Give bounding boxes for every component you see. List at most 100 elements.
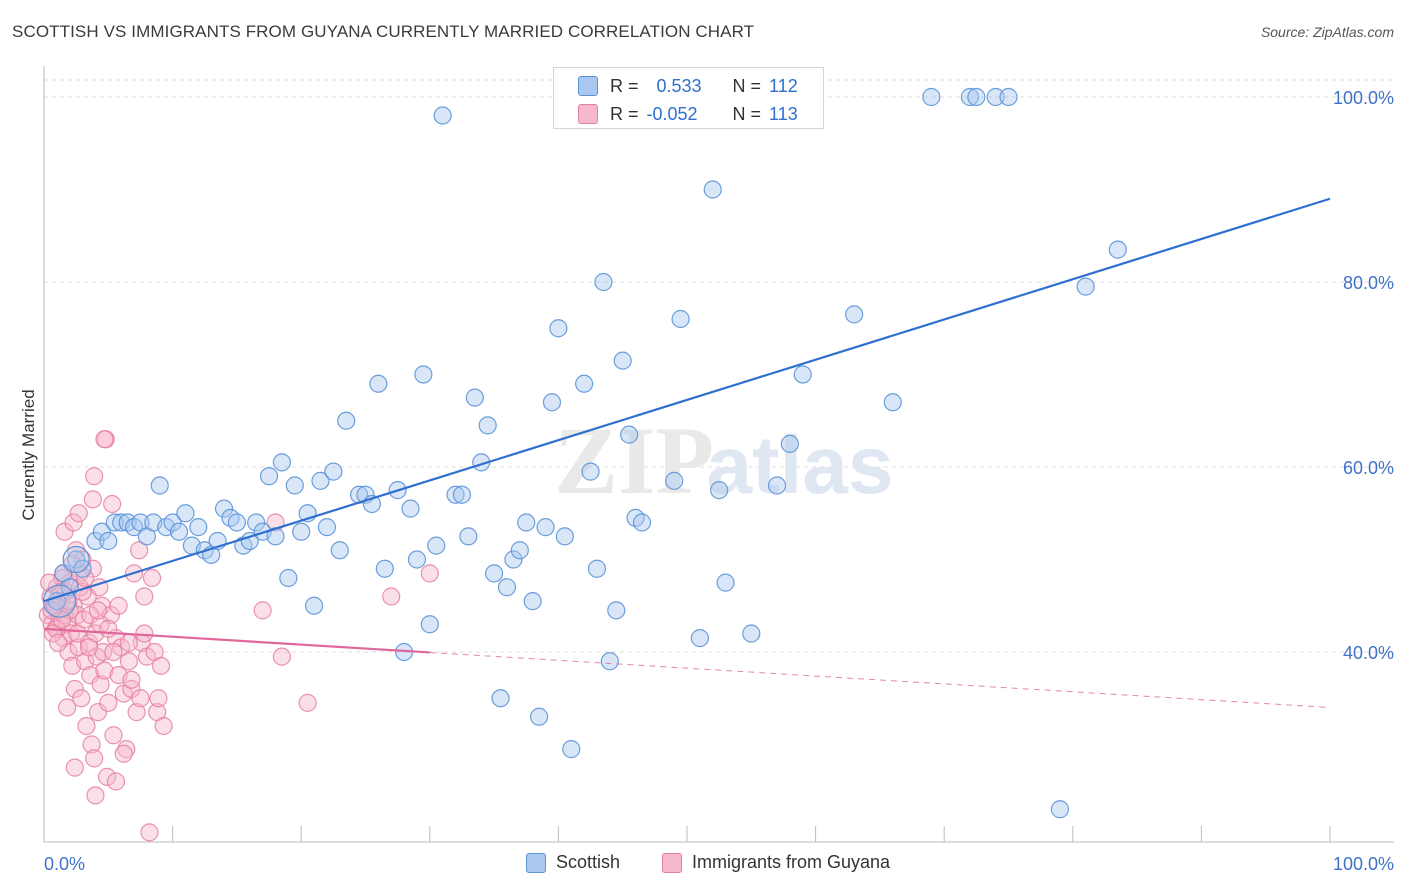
guyana-point xyxy=(142,568,162,588)
scottish-point xyxy=(247,513,266,532)
scottish-point xyxy=(600,652,619,671)
guyana-point xyxy=(60,601,79,620)
scottish-point xyxy=(504,550,523,569)
guyana-point xyxy=(298,693,317,712)
scottish-point xyxy=(272,453,292,472)
guyana-trend-line-dashed xyxy=(429,651,1331,708)
r-label: R = xyxy=(610,103,639,124)
scottish-point xyxy=(517,513,536,532)
scottish-point xyxy=(703,180,722,199)
scottish-point xyxy=(581,462,600,481)
guyana-point xyxy=(86,786,105,805)
legend-item-scottish[interactable]: Scottish xyxy=(526,852,620,873)
scottish-point xyxy=(613,351,632,370)
scottish-trend-line xyxy=(43,197,1331,603)
guyana-point xyxy=(79,638,99,657)
scottish-point xyxy=(369,374,388,393)
guyana-point xyxy=(154,716,173,736)
scottish-point xyxy=(690,629,709,648)
scottish-point xyxy=(240,531,259,551)
guyana-point xyxy=(420,564,439,583)
guyana-point xyxy=(104,642,123,662)
scottish-point xyxy=(549,319,568,338)
scottish-point xyxy=(620,425,639,444)
scottish-point xyxy=(311,471,330,490)
guyana-point xyxy=(135,624,154,643)
scottish-point xyxy=(478,416,497,435)
x-axis-label-right: 100.0% xyxy=(1333,854,1394,874)
scottish-point xyxy=(716,573,735,592)
scottish-point xyxy=(780,434,799,453)
guyana-point xyxy=(72,689,91,708)
guyana-point xyxy=(85,749,104,768)
guyana-point xyxy=(58,698,77,717)
y-tick-label: 80.0% xyxy=(1343,273,1394,293)
scottish-point xyxy=(587,559,607,578)
guyana-point xyxy=(91,675,110,694)
guyana-point xyxy=(135,587,154,606)
y-axis-title: Currently Married xyxy=(19,389,38,520)
r-value: 0.533 xyxy=(656,75,702,96)
scottish-point xyxy=(150,476,169,495)
scottish-point xyxy=(169,522,189,541)
scottish-point xyxy=(485,564,504,583)
scottish-point xyxy=(845,305,864,324)
scottish-point xyxy=(491,689,510,708)
guyana-point xyxy=(122,670,141,689)
scottish-point xyxy=(285,476,304,495)
scottish-point xyxy=(73,559,92,578)
scottish-point xyxy=(607,601,626,620)
scottish-point xyxy=(452,485,472,504)
legend-item-guyana[interactable]: Immigrants from Guyana xyxy=(662,852,890,873)
scottish-point xyxy=(427,536,446,555)
guyana-point xyxy=(81,666,100,685)
scottish-point xyxy=(414,365,433,384)
scottish-point xyxy=(793,365,812,384)
scottish-points xyxy=(42,83,1127,819)
guyana-point xyxy=(99,619,118,638)
guyana-point xyxy=(99,693,118,712)
guyana-point xyxy=(119,633,138,652)
y-tick-label: 40.0% xyxy=(1343,643,1394,663)
scottish-point xyxy=(259,467,279,486)
guyana-point xyxy=(103,494,122,514)
scottish-point xyxy=(189,518,208,537)
scottish-point xyxy=(530,707,549,726)
guyana-point xyxy=(114,744,133,763)
scottish-point-large xyxy=(42,584,77,618)
legend-row-scottish: R = 0.533 N = 112 xyxy=(578,73,798,99)
scottish-point xyxy=(967,87,986,107)
guyana-point xyxy=(88,601,108,620)
scottish-point xyxy=(214,499,234,518)
guyana-point xyxy=(65,679,84,699)
n-label: N = xyxy=(732,75,762,96)
guyana-point xyxy=(119,652,138,671)
legend-label-guyana: Immigrants from Guyana xyxy=(692,852,891,872)
guyana-point xyxy=(42,601,61,620)
scottish-point xyxy=(632,513,652,532)
guyana-point xyxy=(104,726,123,745)
scottish-point xyxy=(883,393,902,412)
scottish-point-large xyxy=(62,545,90,574)
guyana-point xyxy=(149,689,168,708)
scottish-point xyxy=(665,471,684,490)
x-axis-labels: 0.0% 100.0% xyxy=(44,854,1394,874)
guyana-point xyxy=(151,656,171,675)
scottish-point xyxy=(317,518,337,537)
scottish-point xyxy=(459,527,478,546)
x-axis-label-left: 0.0% xyxy=(44,854,85,874)
guyana-point xyxy=(82,735,101,754)
scottish-point xyxy=(324,462,343,481)
scottish-point xyxy=(562,740,581,759)
scottish-point xyxy=(420,615,439,634)
trend-lines xyxy=(43,197,1331,708)
n-value: 112 xyxy=(769,75,798,96)
scottish-point xyxy=(594,272,613,292)
guyana-point xyxy=(68,624,87,643)
scottish-point xyxy=(523,592,542,611)
scottish-point xyxy=(105,513,124,532)
guyana-legend-swatch xyxy=(662,852,682,873)
scottish-point xyxy=(575,374,594,393)
scottish-point xyxy=(227,513,246,532)
r-value: -0.052 xyxy=(646,103,698,124)
